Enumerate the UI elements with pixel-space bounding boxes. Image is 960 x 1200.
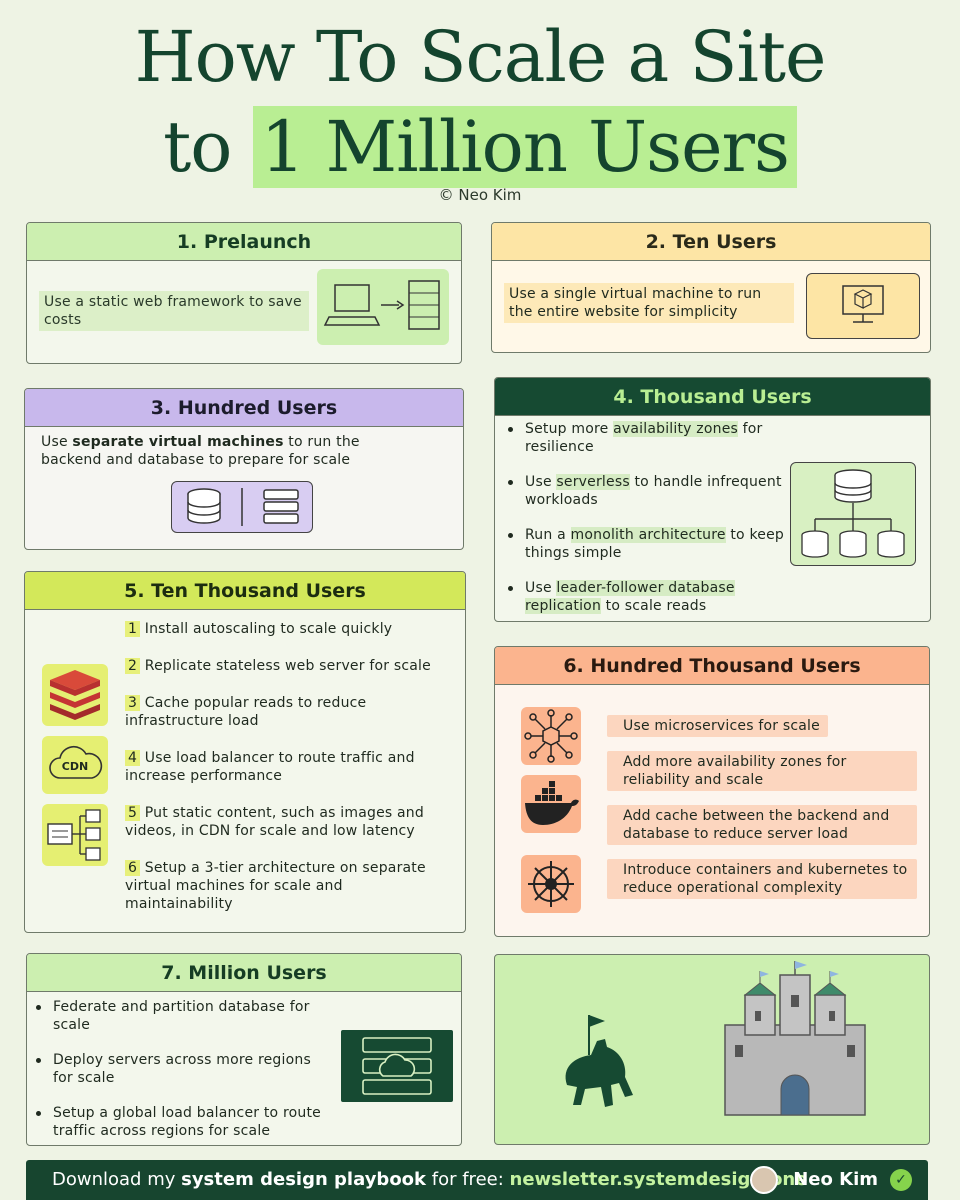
database-replication-icon: [790, 462, 916, 566]
list-item: Add more availability zones for reliabil…: [607, 751, 917, 791]
ten-thousand-list: 1 Install autoscaling to scale quickly 2…: [125, 620, 445, 913]
card-title: 3. Hundred Users: [25, 389, 463, 427]
list-item: 1 Install autoscaling to scale quickly: [125, 620, 445, 638]
avatar: [750, 1166, 778, 1194]
footer-playbook: system design playbook: [181, 1169, 427, 1190]
cdn-label: CDN: [61, 760, 89, 773]
card-million-users: 7. Million Users Federate and partition …: [26, 953, 462, 1146]
list-item: 3 Cache popular reads to reduce infrastr…: [125, 695, 367, 729]
title-line-2: to 1 Million Users: [0, 102, 960, 192]
virtual-machine-icon: [806, 273, 920, 339]
copyright: © Neo Kim: [438, 186, 522, 204]
hundred-text-bold: separate virtual machines: [72, 434, 284, 450]
laptop-to-server-icon: [317, 269, 449, 345]
card-title: 5. Ten Thousand Users: [25, 572, 465, 610]
card-ten-thousand-users: 5. Ten Thousand Users 1 Install autoscal…: [24, 571, 466, 933]
card-title: 7. Million Users: [27, 954, 461, 992]
verified-check-icon: ✓: [890, 1169, 912, 1191]
load-balancer-icon: [42, 804, 108, 866]
author-name: Neo Kim: [793, 1169, 878, 1190]
ten-users-text: Use a single virtual machine to run the …: [504, 283, 794, 323]
list-item: Deploy servers across more regions for s…: [27, 1051, 333, 1087]
card-hundred-thousand-users: 6. Hundred Thousand Users: [494, 646, 930, 937]
page-title: How To Scale a Site to 1 Million Users: [0, 12, 960, 192]
list-item: Use leader-follower database replication…: [495, 579, 795, 615]
card-ten-users: 2. Ten Users Use a single virtual machin…: [491, 222, 931, 353]
hundred-text-post: to run the backend and database to prepa…: [41, 434, 360, 468]
list-item: 2 Replicate stateless web server for sca…: [125, 657, 445, 675]
hundred-thousand-list: Use microservices for scale Add more ava…: [607, 715, 917, 899]
footer-mid: for free:: [426, 1169, 510, 1190]
prelaunch-text: Use a static web framework to save costs: [39, 291, 309, 331]
database-and-server-icon: [171, 481, 313, 533]
list-item: Use microservices for scale: [607, 715, 917, 737]
card-title: 1. Prelaunch: [27, 223, 461, 261]
card-title: 6. Hundred Thousand Users: [495, 647, 929, 685]
title-highlight: 1 Million Users: [252, 106, 797, 188]
newsletter-link[interactable]: newsletter.systemdesign.one: [509, 1169, 808, 1190]
list-item: 6 Setup a 3-tier architecture on separat…: [125, 860, 426, 912]
footer-banner: Download my system design playbook for f…: [26, 1160, 928, 1200]
list-item: Introduce containers and kubernetes to r…: [607, 859, 917, 899]
card-prelaunch: 1. Prelaunch Use a static web framework …: [26, 222, 462, 364]
title-line-2-prefix: to: [163, 106, 253, 188]
cdn-cloud-icon: CDN: [42, 736, 108, 794]
kubernetes-icon: [521, 855, 581, 913]
card-hundred-users: 3. Hundred Users Use separate virtual ma…: [24, 388, 464, 550]
list-item: Setup a global load balancer to route tr…: [27, 1104, 333, 1140]
card-title: 2. Ten Users: [492, 223, 930, 261]
card-thousand-users: 4. Thousand Users Setup more availabilit…: [494, 377, 931, 622]
card-title: 4. Thousand Users: [495, 378, 930, 416]
list-item: 5 Put static content, such as images and…: [125, 805, 424, 839]
list-item: Use serverless to handle infrequent work…: [495, 473, 795, 509]
list-item: Run a monolith architecture to keep thin…: [495, 526, 795, 562]
list-item: Setup more availability zones for resili…: [495, 420, 795, 456]
million-users-list: Federate and partition database for scal…: [27, 998, 333, 1140]
title-line-1: How To Scale a Site: [134, 16, 827, 98]
hundred-users-text: Use separate virtual machines to run the…: [41, 433, 421, 469]
redis-cache-icon: [42, 664, 108, 726]
knight-icon: [565, 1015, 633, 1107]
cloud-servers-icon: [341, 1030, 453, 1102]
docker-icon: [521, 775, 581, 833]
thousand-users-list: Setup more availability zones for resili…: [495, 420, 795, 615]
list-item: 4 Use load balancer to route traffic and…: [125, 750, 415, 784]
castle-icon: [724, 961, 866, 1116]
knight-and-castle-illustration: [494, 954, 930, 1145]
hundred-text-pre: Use: [41, 434, 73, 450]
list-item: Federate and partition database for scal…: [27, 998, 333, 1034]
list-item: Add cache between the backend and databa…: [607, 805, 917, 845]
footer-pre: Download my: [52, 1169, 182, 1190]
microservices-icon: [521, 707, 581, 765]
